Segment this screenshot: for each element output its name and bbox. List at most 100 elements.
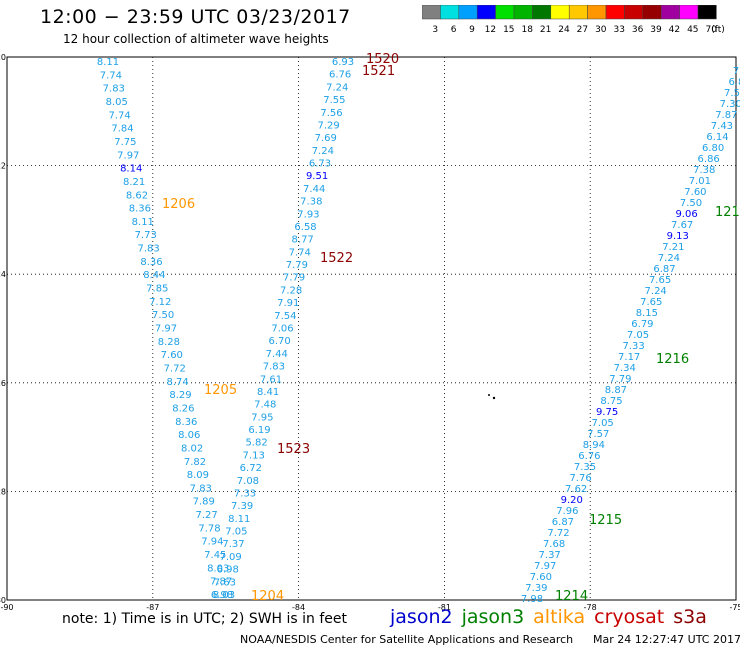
colorbar-tick-label: 30 [595,25,607,35]
colorbar-tick-label: 3 [432,25,438,35]
colorbar-tick-label: 27 [577,25,588,35]
wave-height-value: 6.58 [294,222,316,233]
wave-height-value: 7.38 [300,197,322,208]
satellite-legend: jason2 jason3 altika cryosat s3a [390,606,716,628]
wave-height-value: 7.24 [658,253,680,264]
lon-tick-label: -84 [292,603,305,612]
colorbar-unit: (ft) [711,25,725,35]
wave-height-value: 7.27 [195,510,217,521]
wave-height-value: 6.93 [332,57,354,68]
wave-height-value: 7.50 [680,198,702,209]
wave-height-value: 7.63 [214,577,236,588]
wave-height-value: 7.28 [280,285,302,296]
wave-height-value: 7.82 [184,457,206,468]
colorbar-tick-label: 70 [705,25,717,35]
pass-label: 1216 [715,205,740,220]
wave-height-value: 6.80 [702,143,724,154]
wave-height-value: 8.09 [187,470,209,481]
legend-entry-altika: altika [533,606,586,628]
wave-height-value: 7.34 [614,363,636,374]
wave-height-value: 8.11 [97,57,119,68]
wave-height-value: 7.44 [266,349,288,360]
colorbar-tick-label: 21 [540,25,551,35]
wave-height-value: 7.74 [100,70,122,81]
wave-height-value: 7.79 [283,273,305,284]
wave-height-value: 7.83 [190,483,212,494]
wave-height-value: 8.94 [583,440,605,451]
wave-height-value: 6.72 [240,463,262,474]
wave-height-value: 7.17 [618,352,640,363]
wave-height-value: 7.05 [225,527,247,538]
lon-tick-label: -81 [438,603,451,612]
lon-tick-label: -90 [0,603,13,612]
wave-height-value: 7.45 [204,550,226,561]
wave-height-value: 7.37 [539,550,561,561]
axis-ticks: 20 22 24 26 28 30-90 -87 -84 -81 -78 -75 [0,53,740,612]
legend-entry-cryosat: cryosat [594,606,665,628]
wave-height-value: 9.20 [561,495,583,506]
wave-height-value: 6.98 [211,590,233,601]
wave-height-value: 7.39 [231,501,253,512]
wave-height-value: 7.89 [193,497,215,508]
wave-height-value: 7.87 [210,577,232,588]
wave-height-value: 7.65 [640,297,662,308]
wave-height-value: 7.73 [135,230,157,241]
pass-label: 1204 [251,589,284,604]
satellite-tracks: 8.11 7.74 7.83 8.05 7.74 7.84 7.75 7.97 8.14 8.21… [97,57,740,605]
wave-height-value: 7.24 [326,82,348,93]
wave-height-value: 6.87 [653,264,675,275]
colorbar-swatch [697,5,717,20]
lat-tick-label: 28 [0,487,6,496]
wave-height-value: 8.36 [175,417,197,428]
wave-height-value: 7.33 [234,488,256,499]
wave-height-value: 8.02 [181,443,203,454]
wave-height-value: 7.44 [303,184,325,195]
wave-height-value: 7.78 [198,523,220,534]
wave-height-value: 7.69 [315,133,337,144]
wave-height-value: 9.75 [596,407,618,418]
colorbar-tick-label: 9 [469,25,475,35]
wave-height-value: 6.98 [217,565,239,576]
wave-height-value: 7.24 [645,286,667,297]
lon-tick-label: -78 [584,603,597,612]
wave-height-value: 7.95 [251,412,273,423]
lat-tick-label: 26 [0,379,6,388]
wave-height-value: 7.87 [715,110,737,121]
wave-height-value: 8.11 [132,217,154,228]
wave-height-value: 7.56 [320,108,342,119]
wave-height-value: 7.38 [693,165,715,176]
wave-height-value: 7.65 [649,275,671,286]
lat-tick-label: 20 [0,53,6,62]
wave-height-value: 8.77 [292,235,314,246]
wave-height-value: 7.93 [297,209,319,220]
pass-label: 1215 [589,513,622,528]
wave-height-colorbar: 3 6 9 12 15 18 21 24 27 30 33 36 39 42 45 70(ft) [422,5,725,35]
wave-height-value: 7.84 [111,124,133,135]
wave-height-value: 7.01 [689,176,711,187]
wave-height-value: 7.72 [547,528,569,539]
pass-label: 1206 [162,197,195,212]
wave-height-value: 9.51 [306,171,328,182]
pass-label: 1520 [366,52,399,67]
colorbar-tick-label: 45 [687,25,698,35]
wave-height-value: 7.91 [277,298,299,309]
colorbar-tick-label: 12 [485,25,496,35]
pass-label: 1521 [362,64,395,79]
wave-height-value: 7.79 [286,260,308,271]
wave-height-value: 7.97 [534,561,556,572]
wave-height-value: 7.43 [711,121,733,132]
wave-height-value: 8.06 [178,430,200,441]
pass-label: 1522 [320,251,353,266]
wave-height-value: 8.11 [228,514,250,525]
wave-height-value: 7.68 [543,539,565,550]
wave-height-value: 6.19 [248,425,270,436]
lon-tick-label: -75 [729,603,740,612]
legend-entry-s3a: s3a [673,606,707,628]
colorbar-tick-label: 33 [613,25,624,35]
wave-height-value: 7.06 [271,324,293,335]
wave-height-value: 7.60 [684,187,706,198]
wave-height-value: 7.05 [592,418,614,429]
wave-height-value: 8.36 [129,204,151,215]
wave-height-value: 7.96 [556,506,578,517]
